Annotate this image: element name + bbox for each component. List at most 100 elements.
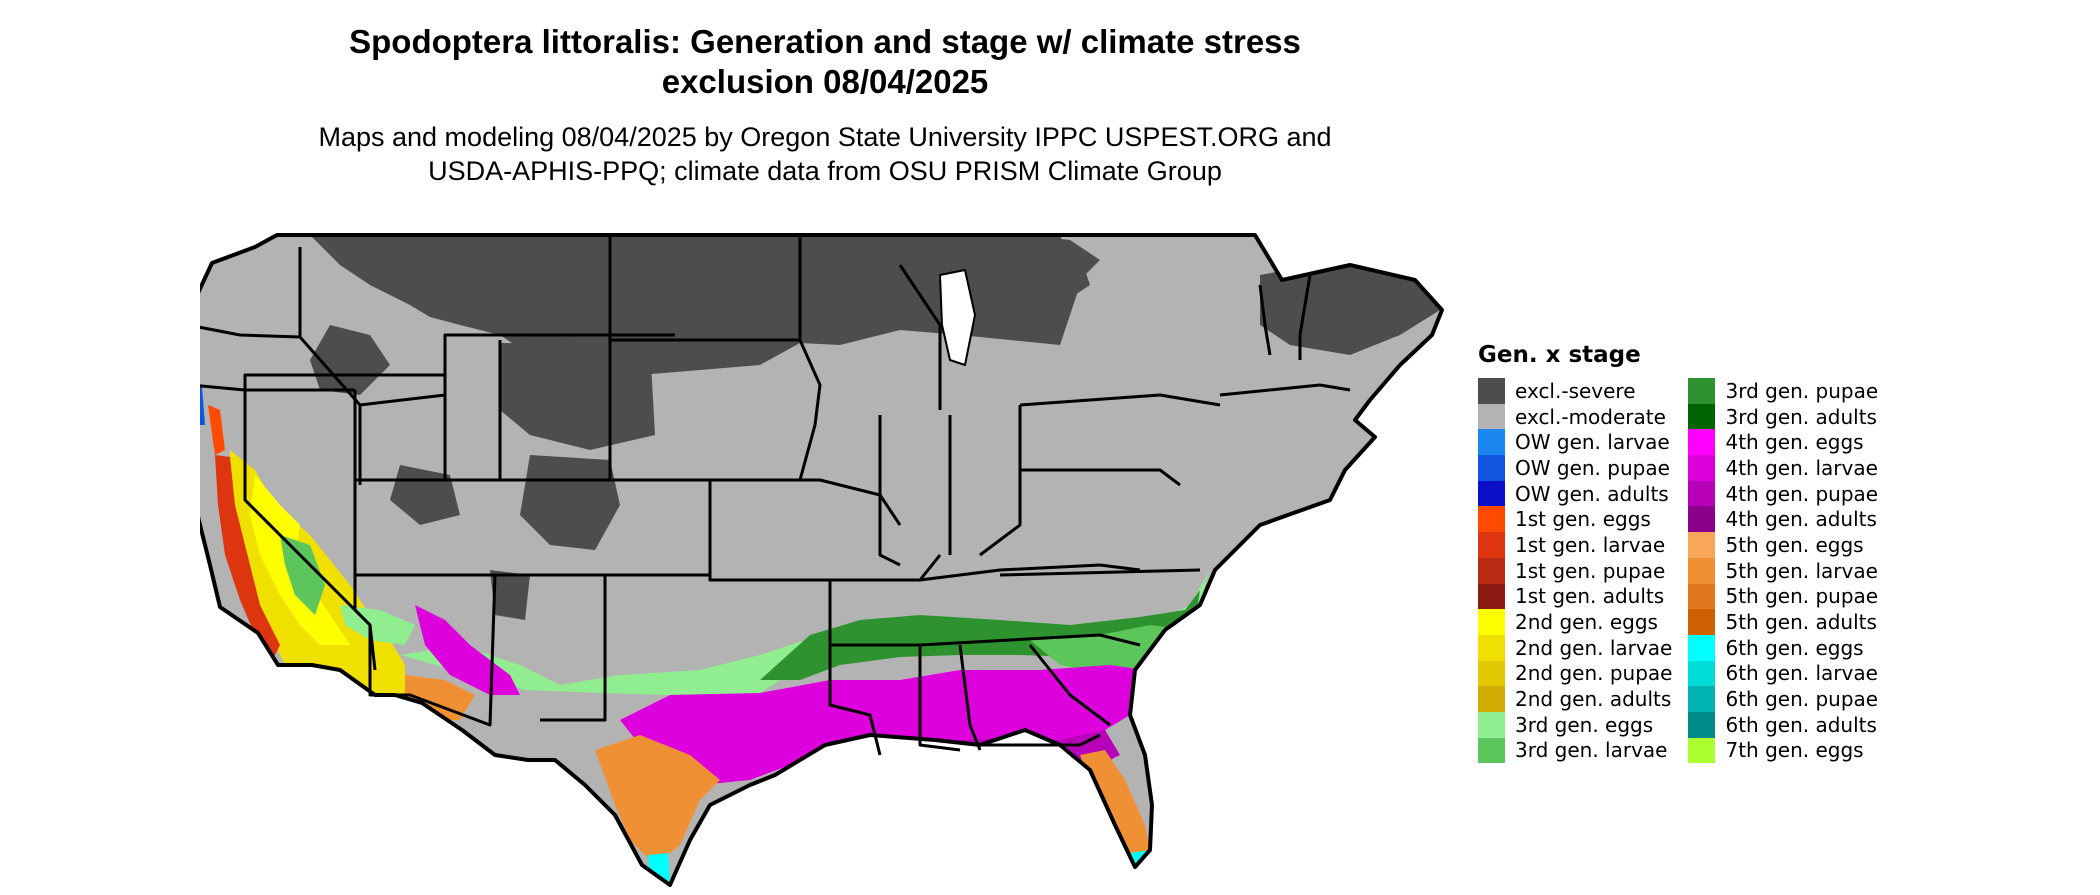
- legend-swatch: [1478, 455, 1505, 481]
- legend-columns: excl.-severe excl.-moderate OW gen. larvae…: [1478, 378, 1878, 764]
- legend-label: excl.-severe: [1515, 378, 1636, 403]
- border-ga-fl: [980, 733, 1101, 747]
- legend-item: OW gen. adults: [1478, 480, 1672, 507]
- legend-item: 2nd gen. pupae: [1478, 660, 1672, 687]
- legend-swatch: [1688, 532, 1716, 558]
- map-title-line-1: Spodoptera littoralis: Generation and st…: [349, 23, 1301, 60]
- legend-label: OW gen. adults: [1515, 481, 1669, 506]
- legend-item: 4th gen. adults: [1688, 506, 1878, 533]
- map-title-line-2: exclusion 08/04/2025: [661, 63, 989, 100]
- legend-item: 2nd gen. larvae: [1478, 634, 1672, 661]
- legend-label: 7th gen. eggs: [1725, 738, 1864, 763]
- legend-swatch: [1688, 686, 1716, 712]
- state-borders: [200, 233, 1444, 887]
- border-mn-ia: [798, 235, 822, 481]
- legend-swatch: [1478, 532, 1505, 558]
- region-gen4-larvae-arizona: [415, 605, 520, 695]
- legend-column-2: 3rd gen. pupae 3rd gen. adults 4th gen. eg…: [1688, 378, 1878, 764]
- legend-item: 6th gen. pupae: [1688, 686, 1878, 712]
- border-wa-or-id: [200, 247, 302, 339]
- legend-swatch: [1478, 403, 1505, 430]
- legend-label: 6th gen. eggs: [1725, 635, 1864, 660]
- legend-swatch: [1688, 583, 1716, 610]
- legend-label: 4th gen. larvae: [1725, 455, 1878, 480]
- legend-label: 3rd gen. eggs: [1515, 712, 1654, 737]
- legend-item: 6th gen. eggs: [1688, 634, 1878, 661]
- legend-label: 4th gen. adults: [1725, 507, 1877, 532]
- border-mt-wy: [359, 333, 675, 407]
- border-ny-pa: [1019, 393, 1221, 407]
- region-gen5-larvae-texas: [595, 735, 720, 865]
- legend-item: OW gen. larvae: [1478, 429, 1672, 456]
- legend-item: 1st gen. adults: [1478, 583, 1672, 610]
- map-subtitle-line-1: Maps and modeling 08/04/2025 by Oregon S…: [318, 122, 1332, 152]
- legend-item: 3rd gen. larvae: [1478, 737, 1672, 764]
- legend-item: 6th gen. larvae: [1688, 660, 1878, 687]
- legend-swatch: [1688, 737, 1716, 764]
- border-va-nc: [999, 568, 1201, 577]
- map-fill-regions: [200, 235, 1442, 885]
- legend-item: 2nd gen. eggs: [1478, 609, 1672, 635]
- border-ca-nv: [243, 390, 377, 671]
- legend-swatch: [1688, 609, 1716, 635]
- legend-item: excl.-moderate: [1478, 403, 1672, 430]
- legend-label: excl.-moderate: [1515, 404, 1666, 429]
- legend-label: 6th gen. larvae: [1725, 661, 1878, 686]
- border-ne-ks-ok: [610, 478, 920, 647]
- legend-swatch: [1688, 557, 1716, 584]
- legend-label: OW gen. larvae: [1515, 430, 1670, 455]
- legend-swatch: [1478, 737, 1505, 764]
- legend-item: 7th gen. eggs: [1688, 737, 1878, 764]
- border-ar-la-ms: [828, 645, 882, 756]
- us-map: [200, 233, 1444, 887]
- legend: Gen. x stage excl.-severe excl.-moderate O…: [1478, 342, 1878, 764]
- map-subtitle-line-2: USDA-APHIS-PPQ; climate data from OSU PR…: [428, 156, 1222, 186]
- legend-item: 3rd gen. pupae: [1688, 378, 1878, 404]
- legend-label: 3rd gen. pupae: [1725, 378, 1879, 403]
- region-ow-pupae-california-north: [200, 385, 205, 425]
- border-pa-md-va: [1020, 468, 1181, 487]
- legend-swatch: [1478, 686, 1505, 712]
- legend-label: 4th gen. eggs: [1725, 430, 1864, 455]
- region-gen4-larvae-southeast: [620, 665, 1175, 785]
- legend-swatch: [1688, 403, 1716, 430]
- border-ms-al: [918, 645, 961, 752]
- legend-item: 4th gen. larvae: [1688, 455, 1878, 481]
- legend-swatch: [1688, 506, 1716, 533]
- region-gen5-larvae-florida: [1080, 750, 1150, 865]
- legend-swatch: [1478, 480, 1505, 507]
- region-excl-severe-wisconsin-michigan: [970, 245, 1090, 305]
- border-ny-vt-nh: [1258, 284, 1272, 356]
- border-az-ut-nm: [368, 574, 497, 727]
- region-gen2-eggs-california: [250, 475, 350, 645]
- legend-item: 5th gen. eggs: [1688, 532, 1878, 558]
- region-excl-severe-montana-west: [310, 325, 390, 395]
- legend-title: Gen. x stage: [1478, 342, 1641, 368]
- legend-label: 2nd gen. eggs: [1515, 610, 1658, 635]
- border-new-england-south: [1219, 383, 1351, 397]
- legend-swatch: [1688, 480, 1716, 507]
- legend-item: 4th gen. pupae: [1688, 480, 1878, 507]
- legend-item: 4th gen. eggs: [1688, 429, 1878, 456]
- legend-swatch: [1478, 583, 1505, 610]
- legend-swatch: [1478, 660, 1505, 687]
- border-me-nh: [1298, 274, 1312, 360]
- legend-label: 5th gen. larvae: [1725, 558, 1878, 583]
- region-gen1-eggs-california-coast: [208, 405, 225, 455]
- legend-swatch: [1688, 429, 1716, 456]
- region-gen3-pupae: [760, 590, 1200, 680]
- legend-label: 3rd gen. larvae: [1515, 738, 1668, 763]
- legend-swatch: [1688, 455, 1716, 481]
- legend-label: 1st gen. eggs: [1515, 507, 1651, 532]
- legend-label: 6th gen. adults: [1725, 712, 1877, 737]
- border-ia-mo: [710, 478, 902, 526]
- legend-swatch: [1478, 378, 1505, 404]
- border-al-ga: [958, 644, 982, 751]
- map-subtitle: Maps and modeling 08/04/2025 by Oregon S…: [0, 120, 1650, 188]
- legend-label: 1st gen. pupae: [1515, 558, 1666, 583]
- legend-item: 3rd gen. adults: [1688, 403, 1878, 430]
- legend-swatch: [1478, 634, 1505, 661]
- border-wi-mi: [898, 264, 942, 410]
- border-nv-ut: [353, 390, 372, 627]
- legend-swatch: [1478, 506, 1505, 533]
